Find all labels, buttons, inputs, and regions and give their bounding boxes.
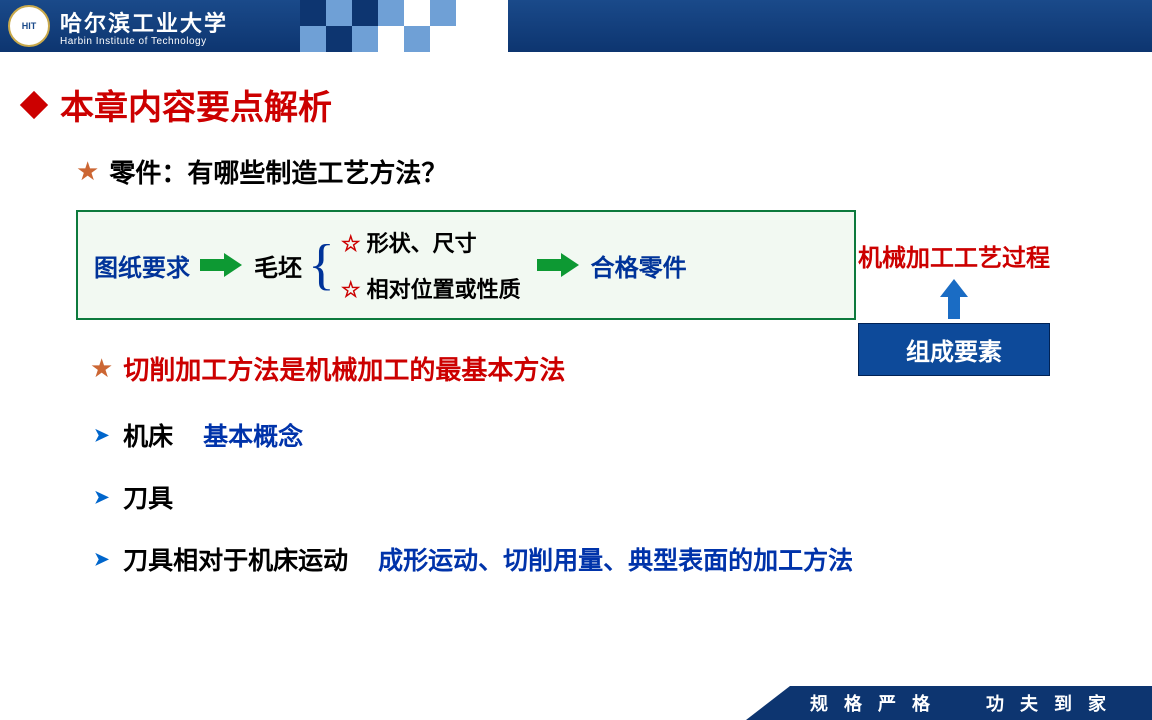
- question-text: 零件：有哪些制造工艺方法？: [109, 153, 447, 190]
- brace-item-2: ☆相对位置或性质: [341, 272, 521, 304]
- flow-step-1: 图纸要求: [94, 248, 190, 283]
- motto-right: 功夫到家: [986, 690, 1122, 716]
- arrow-right-icon: [200, 253, 244, 277]
- header-bar: HIT 哈尔滨工业大学 Harbin Institute of Technolo…: [0, 0, 1152, 52]
- footer-bar: 规格严格 功夫到家: [0, 686, 1152, 720]
- list-item-3: ➤ 刀具相对于机床运动 成形运动、切削用量、典型表面的加工方法: [94, 541, 1132, 577]
- right-callout: 机械加工工艺过程 组成要素: [858, 238, 1050, 376]
- item-2-label: 刀具: [123, 479, 173, 515]
- university-name-cn: 哈尔滨工业大学: [60, 6, 228, 38]
- flow-step-3: 合格零件: [591, 248, 687, 283]
- university-logo-icon: HIT: [8, 5, 50, 47]
- brace-icon: {: [308, 243, 335, 288]
- chevron-right-icon: ➤: [94, 549, 109, 570]
- footer-slope-icon: [746, 686, 790, 720]
- star-outline-icon: ☆: [341, 277, 361, 302]
- slide-title-row: 本章内容要点解析: [20, 80, 1132, 129]
- motto-left: 规格严格: [810, 690, 946, 716]
- university-name: 哈尔滨工业大学 Harbin Institute of Technology: [60, 6, 228, 47]
- item-3-label: 刀具相对于机床运动: [123, 541, 348, 577]
- university-name-en: Harbin Institute of Technology: [60, 36, 228, 47]
- star-outline-icon: ☆: [341, 231, 361, 256]
- list-item-1: ➤ 机床 基本概念: [94, 417, 1132, 453]
- footer-motto: 规格严格 功夫到家: [790, 686, 1152, 720]
- chevron-right-icon: ➤: [94, 425, 109, 446]
- checker-pattern-icon: [300, 0, 520, 52]
- flow-step-2: 毛坯: [254, 248, 302, 283]
- statement-text: 切削加工方法是机械加工的最基本方法: [123, 350, 565, 387]
- callout-title: 机械加工工艺过程: [858, 238, 1050, 273]
- diamond-bullet-icon: [20, 90, 48, 118]
- slide-title: 本章内容要点解析: [60, 80, 332, 129]
- item-1-label: 机床: [123, 417, 173, 453]
- star-bullet-icon: ★: [76, 156, 99, 187]
- brace-items: ☆形状、尺寸 ☆相对位置或性质: [341, 226, 521, 304]
- arrow-right-icon: [537, 253, 581, 277]
- item-1-desc: 基本概念: [203, 417, 303, 453]
- question-row: ★ 零件：有哪些制造工艺方法？: [76, 153, 1132, 190]
- chevron-right-icon: ➤: [94, 487, 109, 508]
- star-bullet-icon: ★: [90, 353, 113, 384]
- callout-box: 组成要素: [858, 323, 1050, 376]
- process-flow-box: 图纸要求 毛坯 { ☆形状、尺寸 ☆相对位置或性质 合格零件: [76, 210, 856, 320]
- item-3-desc: 成形运动、切削用量、典型表面的加工方法: [378, 541, 853, 577]
- brace-item-1: ☆形状、尺寸: [341, 226, 521, 258]
- list-item-2: ➤ 刀具: [94, 479, 1132, 515]
- arrow-up-icon: [943, 279, 965, 319]
